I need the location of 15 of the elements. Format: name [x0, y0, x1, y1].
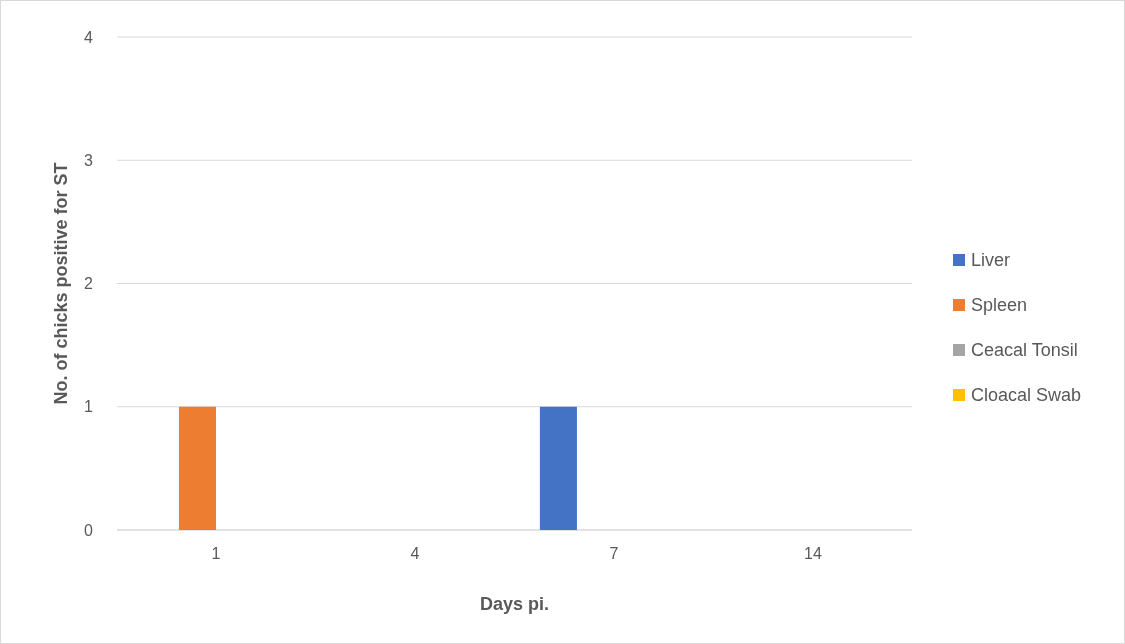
legend-label: Liver	[971, 250, 1011, 271]
x-tick-label: 4	[410, 545, 420, 562]
legend-label: Cloacal Swab	[971, 385, 1082, 406]
y-tick-label: 2	[84, 275, 94, 293]
y-tick-label: 1	[84, 398, 94, 416]
y-tick-label: 0	[84, 521, 94, 539]
legend-label: Ceacal Tonsil	[971, 340, 1078, 361]
x-tick-label: 7	[609, 545, 619, 562]
x-axis-title: Days pi.	[479, 594, 550, 614]
legend-label: Spleen	[971, 295, 1028, 316]
y-tick-label: 4	[84, 28, 94, 46]
x-tick-label: 1	[211, 545, 221, 562]
y-tick-label: 3	[84, 151, 94, 169]
y-axis-title: No. of chicks positive for ST	[51, 162, 71, 405]
x-tick-label: 14	[804, 545, 822, 562]
